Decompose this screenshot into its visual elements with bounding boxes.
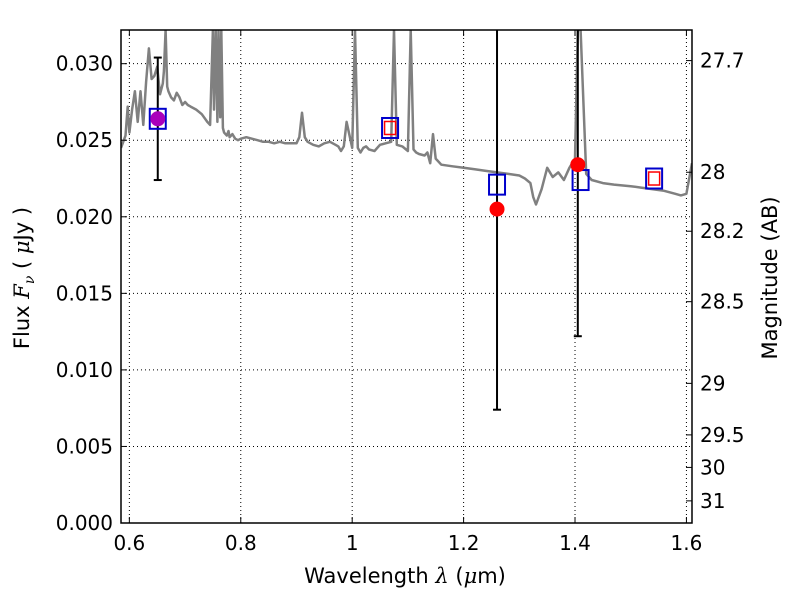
y-tick-label: 0.005 — [56, 434, 113, 458]
purple-circle-marker — [150, 111, 166, 127]
y2-tick-label: 31 — [700, 489, 725, 513]
x-tick-label: 1.6 — [671, 531, 703, 555]
x-tick-label: 1.4 — [559, 531, 591, 555]
x-axis-label-text: Wavelength — [304, 564, 429, 588]
x-axis-symbol: λ — [434, 564, 448, 588]
y-axis-unit-mu: μ — [10, 240, 34, 254]
y2-tick-label: 28.2 — [700, 219, 745, 243]
y-axis-symbol: F — [10, 283, 34, 300]
blue-square-marker — [148, 107, 167, 130]
y2-tick-label: 29 — [700, 371, 725, 395]
x-axis-unit-mu: μ — [464, 564, 478, 588]
y-axis-symbol-sub: ν — [22, 275, 38, 284]
blue-square-marker — [645, 167, 664, 190]
blue-square-marker — [488, 173, 507, 196]
y-axis-label: Flux Fν ( μJy ) — [10, 207, 38, 349]
red-circle-marker — [570, 157, 586, 173]
axes-frame — [120, 29, 693, 524]
spectrum-line — [121, 30, 692, 206]
x-axis-label: Wavelength λ (μm) — [304, 564, 506, 588]
x-axis-unit-close: m) — [477, 564, 506, 588]
red-square-marker — [647, 171, 661, 186]
y2-tick-label: 29.5 — [700, 423, 745, 447]
y-tick-label: 0.010 — [56, 358, 113, 382]
y2-tick-label: 30 — [700, 455, 725, 479]
x-tick-label: 1 — [346, 531, 359, 555]
y-tick-label: 0.030 — [56, 52, 113, 76]
y-axis-unit-close: Jy ) — [10, 207, 34, 243]
y2-tick-label: 27.7 — [700, 49, 745, 73]
blue-square-marker — [381, 116, 400, 139]
y2-axis-label: Magnitude (AB) — [758, 196, 782, 359]
y2-tick-label: 28 — [700, 160, 725, 184]
x-tick-label: 0.6 — [113, 531, 145, 555]
plot-frame — [120, 29, 693, 524]
y-tick-label: 0.025 — [56, 128, 113, 152]
red-square-marker — [383, 120, 397, 136]
y-tick-label: 0.020 — [56, 205, 113, 229]
x-tick-label: 1.2 — [448, 531, 480, 555]
ticks: 0.6 0.8 1 1.2 1.4 1.6 0.000 0.005 0.010 0.015 0.02… — [56, 30, 745, 555]
x-tick-label: 0.8 — [225, 531, 257, 555]
grid-lines — [121, 30, 692, 524]
y-tick-label: 0.000 — [56, 511, 113, 535]
spectrum-layer — [121, 30, 692, 206]
y-axis-label-text: Flux — [10, 305, 34, 349]
y-tick-label: 0.015 — [56, 281, 113, 305]
y-axis-unit-open: ( — [10, 254, 34, 276]
y2-tick-label: 28.5 — [700, 290, 745, 314]
red-circle-marker — [489, 201, 505, 217]
x-axis-unit-open: ( — [449, 564, 464, 588]
markers — [148, 107, 664, 217]
